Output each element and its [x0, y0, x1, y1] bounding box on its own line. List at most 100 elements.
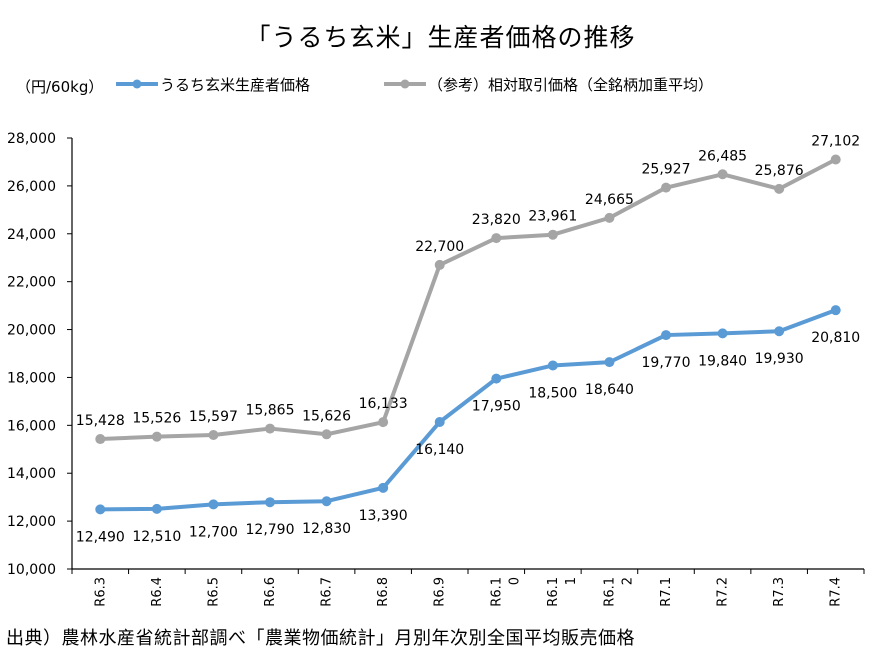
legend-item-producer-price: うるち玄米生産者価格 — [116, 74, 310, 94]
x-tick-label-line: R7.4 — [829, 577, 844, 607]
data-point-relative-trade-price — [547, 229, 558, 240]
x-tick-label: R6.9 — [433, 577, 448, 607]
y-tick-label: 20,000 — [7, 323, 56, 339]
data-label-producer-price: 19,840 — [698, 353, 747, 369]
y-tick-label: 14,000 — [7, 466, 56, 482]
x-tick-label: R6.6 — [263, 577, 278, 607]
data-point-relative-trade-price — [830, 154, 841, 165]
x-tick-label-line: R6.3 — [93, 577, 108, 607]
data-label-producer-price: 12,490 — [76, 529, 125, 545]
y-tick-label: 24,000 — [7, 227, 56, 243]
y-tick-label: 28,000 — [7, 131, 56, 147]
x-tick-label-line: 1 — [564, 577, 579, 585]
data-point-relative-trade-price — [95, 434, 106, 445]
x-tick-label-line: 0 — [507, 577, 522, 585]
legend-label-producer-price: うるち玄米生産者価格 — [160, 75, 311, 94]
data-label-producer-price: 20,810 — [811, 330, 860, 346]
y-tick-label: 18,000 — [7, 370, 56, 386]
series-line-relative-trade-price — [98, 157, 838, 442]
data-label-producer-price: 16,140 — [415, 442, 464, 458]
y-axis-unit-label: （円/60kg） — [16, 78, 104, 96]
data-label-relative-trade-price: 15,526 — [132, 411, 181, 427]
legend-swatch-relative-trade-price — [384, 79, 426, 89]
x-tick-label: R6.3 — [93, 577, 108, 607]
x-tick-label-line: 2 — [620, 577, 635, 585]
data-point-producer-price — [434, 416, 445, 427]
data-point-producer-price — [830, 305, 841, 316]
x-tick-label-line: R6.5 — [206, 577, 221, 607]
data-label-relative-trade-price: 25,927 — [642, 162, 691, 178]
data-label-producer-price: 12,700 — [189, 524, 238, 540]
data-point-producer-price — [208, 499, 219, 510]
x-tick-label-line: R6.8 — [376, 577, 391, 607]
data-label-relative-trade-price: 15,865 — [246, 403, 295, 419]
data-label-relative-trade-price: 23,820 — [472, 212, 521, 228]
x-tick-label-line: R6.4 — [150, 577, 165, 607]
data-point-relative-trade-price — [491, 233, 502, 244]
data-label-producer-price: 19,770 — [642, 355, 691, 371]
y-tick-label: 10,000 — [7, 562, 56, 578]
data-label-relative-trade-price: 22,700 — [415, 239, 464, 255]
x-tick-label: R6.1 2 — [602, 577, 635, 607]
data-point-producer-price — [661, 330, 671, 341]
data-point-producer-price — [547, 360, 558, 371]
data-point-relative-trade-price — [151, 431, 162, 442]
data-point-relative-trade-price — [717, 169, 728, 180]
data-label-producer-price: 12,830 — [302, 521, 351, 537]
y-tick-label: 26,000 — [7, 179, 56, 195]
x-tick-label: R6.8 — [376, 577, 391, 607]
data-label-producer-price: 19,930 — [755, 351, 804, 367]
data-label-producer-price: 17,950 — [472, 399, 521, 415]
data-point-relative-trade-price — [265, 423, 275, 434]
x-tick-label-line: R7.3 — [772, 577, 787, 607]
data-label-relative-trade-price: 15,597 — [189, 409, 238, 425]
data-point-producer-price — [378, 482, 389, 493]
data-label-producer-price: 13,390 — [359, 508, 408, 524]
data-label-relative-trade-price: 15,626 — [302, 408, 351, 424]
x-tick-label: R7.1 — [659, 577, 674, 607]
x-tick-label-line: R7.1 — [659, 577, 674, 607]
data-point-producer-price — [717, 328, 728, 339]
legend-item-relative-trade-price: （参考）相対取引価格（全銘柄加重平均） — [384, 74, 713, 94]
data-label-producer-price: 18,640 — [585, 382, 634, 398]
x-tick-label-line: R6.1 — [489, 577, 504, 607]
x-tick-label-line: R6.9 — [433, 577, 448, 607]
series-line-producer-price — [98, 308, 838, 512]
data-point-producer-price — [774, 326, 785, 337]
data-point-relative-trade-price — [434, 259, 445, 270]
x-tick-label: R7.4 — [829, 577, 844, 607]
x-tick-label: R7.3 — [772, 577, 787, 607]
data-point-relative-trade-price — [604, 212, 615, 223]
x-tick-label-line: R6.7 — [320, 577, 335, 607]
y-tick-label: 16,000 — [7, 418, 56, 434]
data-label-producer-price: 12,790 — [246, 522, 295, 538]
y-tick-label: 22,000 — [7, 275, 56, 291]
data-label-relative-trade-price: 26,485 — [698, 148, 747, 164]
data-point-producer-price — [265, 497, 275, 508]
data-point-producer-price — [491, 373, 502, 384]
data-point-producer-price — [151, 503, 162, 514]
x-tick-label-line: R6.1 — [546, 577, 561, 607]
y-tick-label: 12,000 — [7, 514, 56, 530]
data-label-relative-trade-price: 16,133 — [359, 396, 408, 412]
data-point-relative-trade-price — [321, 429, 332, 440]
x-tick-label: R6.5 — [206, 577, 221, 607]
data-point-producer-price — [321, 496, 332, 507]
data-label-relative-trade-price: 23,961 — [528, 209, 577, 225]
data-label-producer-price: 18,500 — [528, 385, 577, 401]
source-note: 出典）農林水産省統計部調べ「農業物価統計」月別年次別全国平均販売価格 — [6, 628, 635, 649]
data-label-relative-trade-price: 15,428 — [76, 413, 125, 429]
data-point-producer-price — [604, 357, 615, 368]
x-tick-label: R6.1 0 — [489, 577, 522, 607]
data-label-relative-trade-price: 25,876 — [755, 163, 804, 179]
x-tick-label-line: R7.2 — [716, 577, 731, 607]
x-tick-label: R6.1 1 — [546, 577, 579, 607]
legend-label-relative-trade-price: （参考）相対取引価格（全銘柄加重平均） — [428, 75, 714, 94]
data-point-relative-trade-price — [378, 417, 389, 428]
x-tick-label-line: R6.6 — [263, 577, 278, 607]
x-tick-label: R6.4 — [150, 577, 165, 607]
x-tick-label: R7.2 — [716, 577, 731, 607]
data-label-relative-trade-price: 27,102 — [811, 134, 860, 150]
data-point-producer-price — [95, 504, 106, 515]
